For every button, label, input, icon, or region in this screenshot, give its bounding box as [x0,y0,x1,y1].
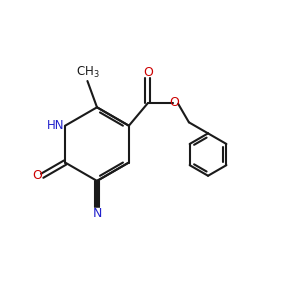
Text: O: O [143,66,153,79]
Text: CH$_3$: CH$_3$ [76,65,99,80]
Text: HN: HN [47,119,64,132]
Text: O: O [169,96,179,109]
Text: N: N [92,207,102,220]
Text: O: O [32,169,42,182]
